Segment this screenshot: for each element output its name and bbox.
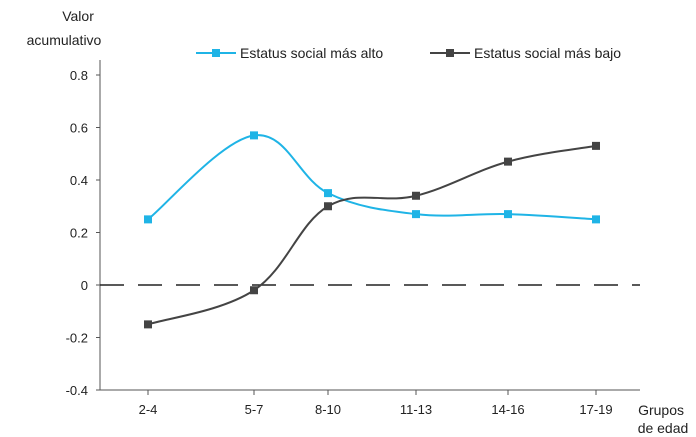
y-tick-label: 0.4: [70, 173, 88, 188]
legend: Estatus social más alto Estatus social m…: [196, 45, 621, 61]
x-axis-title: Grupos de edad: [638, 402, 689, 436]
x-tick-label: 11-13: [400, 402, 432, 417]
y-tick-label: -0.2: [66, 331, 88, 346]
legend-item-series-1: Estatus social más alto: [196, 45, 383, 61]
x-axis-title-line-1: Grupos: [638, 402, 684, 418]
x-tick-label: 5-7: [245, 402, 264, 417]
y-tick-label: 0: [81, 278, 88, 293]
series-line-1: [147, 134, 597, 221]
data-point-series-2: [412, 191, 420, 200]
y-tick-label: 0.2: [70, 226, 88, 241]
x-tick-label: 8-10: [315, 402, 341, 417]
data-point-series-2: [504, 157, 512, 166]
x-tick-label: 17-19: [579, 402, 612, 417]
series-line-2: [147, 144, 597, 326]
data-point-series-2: [144, 320, 152, 329]
data-point-series-2: [324, 202, 332, 211]
y-tick-label: -0.4: [66, 383, 88, 398]
x-tick-group: 2-4 5-7 8-10 11-13 14-16 17-19: [139, 390, 613, 417]
legend-swatch-marker-series-1: [212, 49, 220, 57]
legend-label-series-1: Estatus social más alto: [240, 45, 383, 61]
legend-swatch-marker-series-2: [446, 49, 454, 57]
x-tick-label: 2-4: [139, 402, 158, 417]
data-point-series-1: [592, 215, 600, 224]
data-point-series-1: [144, 215, 152, 224]
data-point-series-2: [250, 286, 258, 295]
y-tick-group: 0.8 0.6 0.4 0.2 0 -0.2 -0.4: [66, 68, 100, 398]
y-tick-label: 0.6: [70, 121, 88, 136]
x-tick-label: 14-16: [491, 402, 524, 417]
data-point-series-1: [412, 210, 420, 219]
data-point-series-1: [250, 131, 258, 140]
x-axis-title-line-2: de edad: [638, 420, 689, 436]
legend-label-series-2: Estatus social más bajo: [474, 45, 621, 61]
y-axis-title: Valor acumulativo: [27, 8, 102, 48]
data-point-series-2: [592, 141, 600, 150]
series-layer: [144, 131, 600, 329]
y-tick-label: 0.8: [70, 68, 88, 83]
data-point-series-1: [324, 189, 332, 198]
legend-item-series-2: Estatus social más bajo: [430, 45, 621, 61]
y-axis-title-line-2: acumulativo: [27, 32, 102, 48]
data-point-series-1: [504, 210, 512, 219]
y-axis-title-line-1: Valor: [62, 8, 94, 24]
